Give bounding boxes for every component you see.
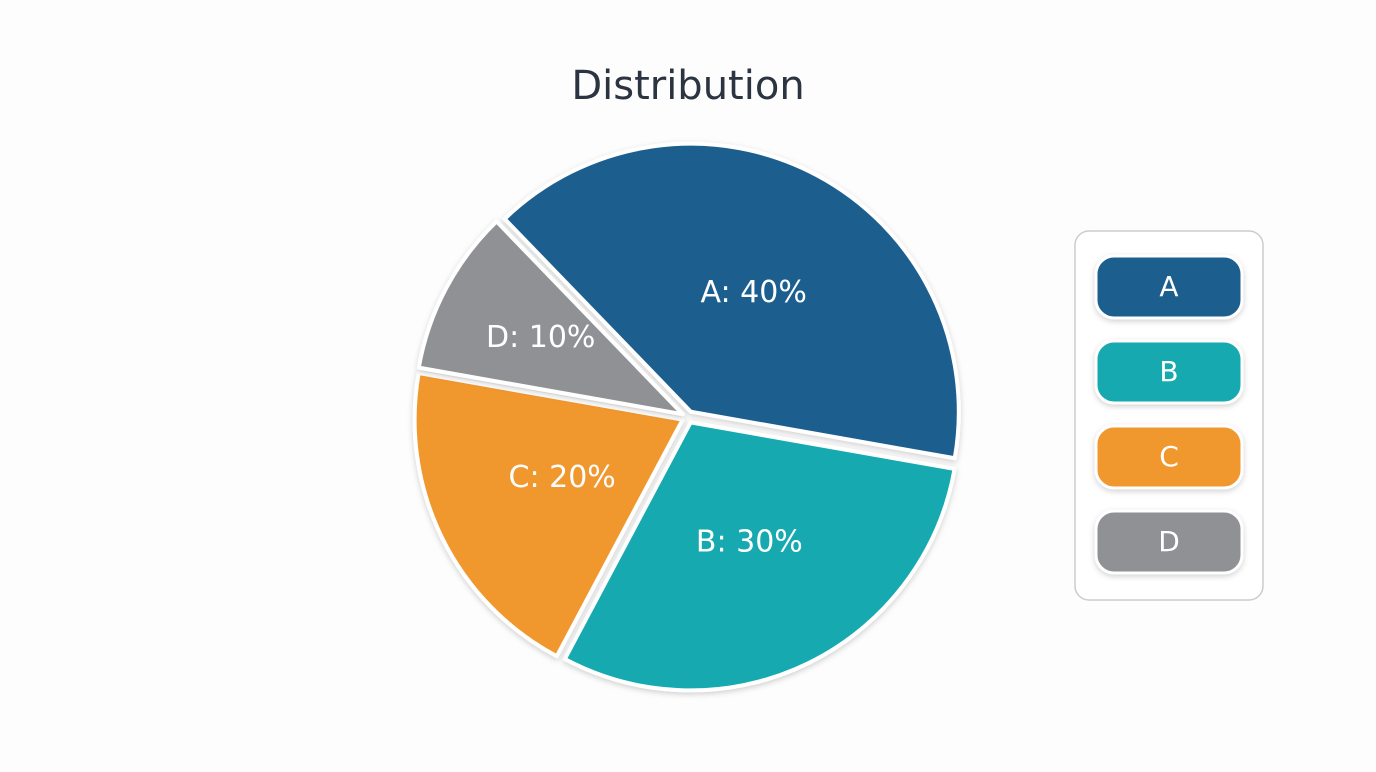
slice-label: D: 10% [486,320,595,355]
slice-label: C: 20% [509,460,616,495]
chart-title: Distribution [571,63,804,109]
legend-swatch [1094,424,1244,490]
slice-label: A: 40% [701,275,807,310]
slice-label: B: 30% [696,524,803,559]
pie-slice [562,420,957,693]
legend-swatch [1094,339,1244,405]
legend-label: A [1159,270,1178,303]
pie-slice [412,371,685,659]
legend-swatch [1094,254,1244,320]
legend-label: C [1159,440,1179,473]
pie-slice [502,141,961,461]
legend-label: B [1159,355,1178,388]
legend-box [1074,230,1264,601]
pie-slice [416,219,685,417]
legend-swatch [1094,509,1244,575]
legend-label: D [1158,525,1180,558]
